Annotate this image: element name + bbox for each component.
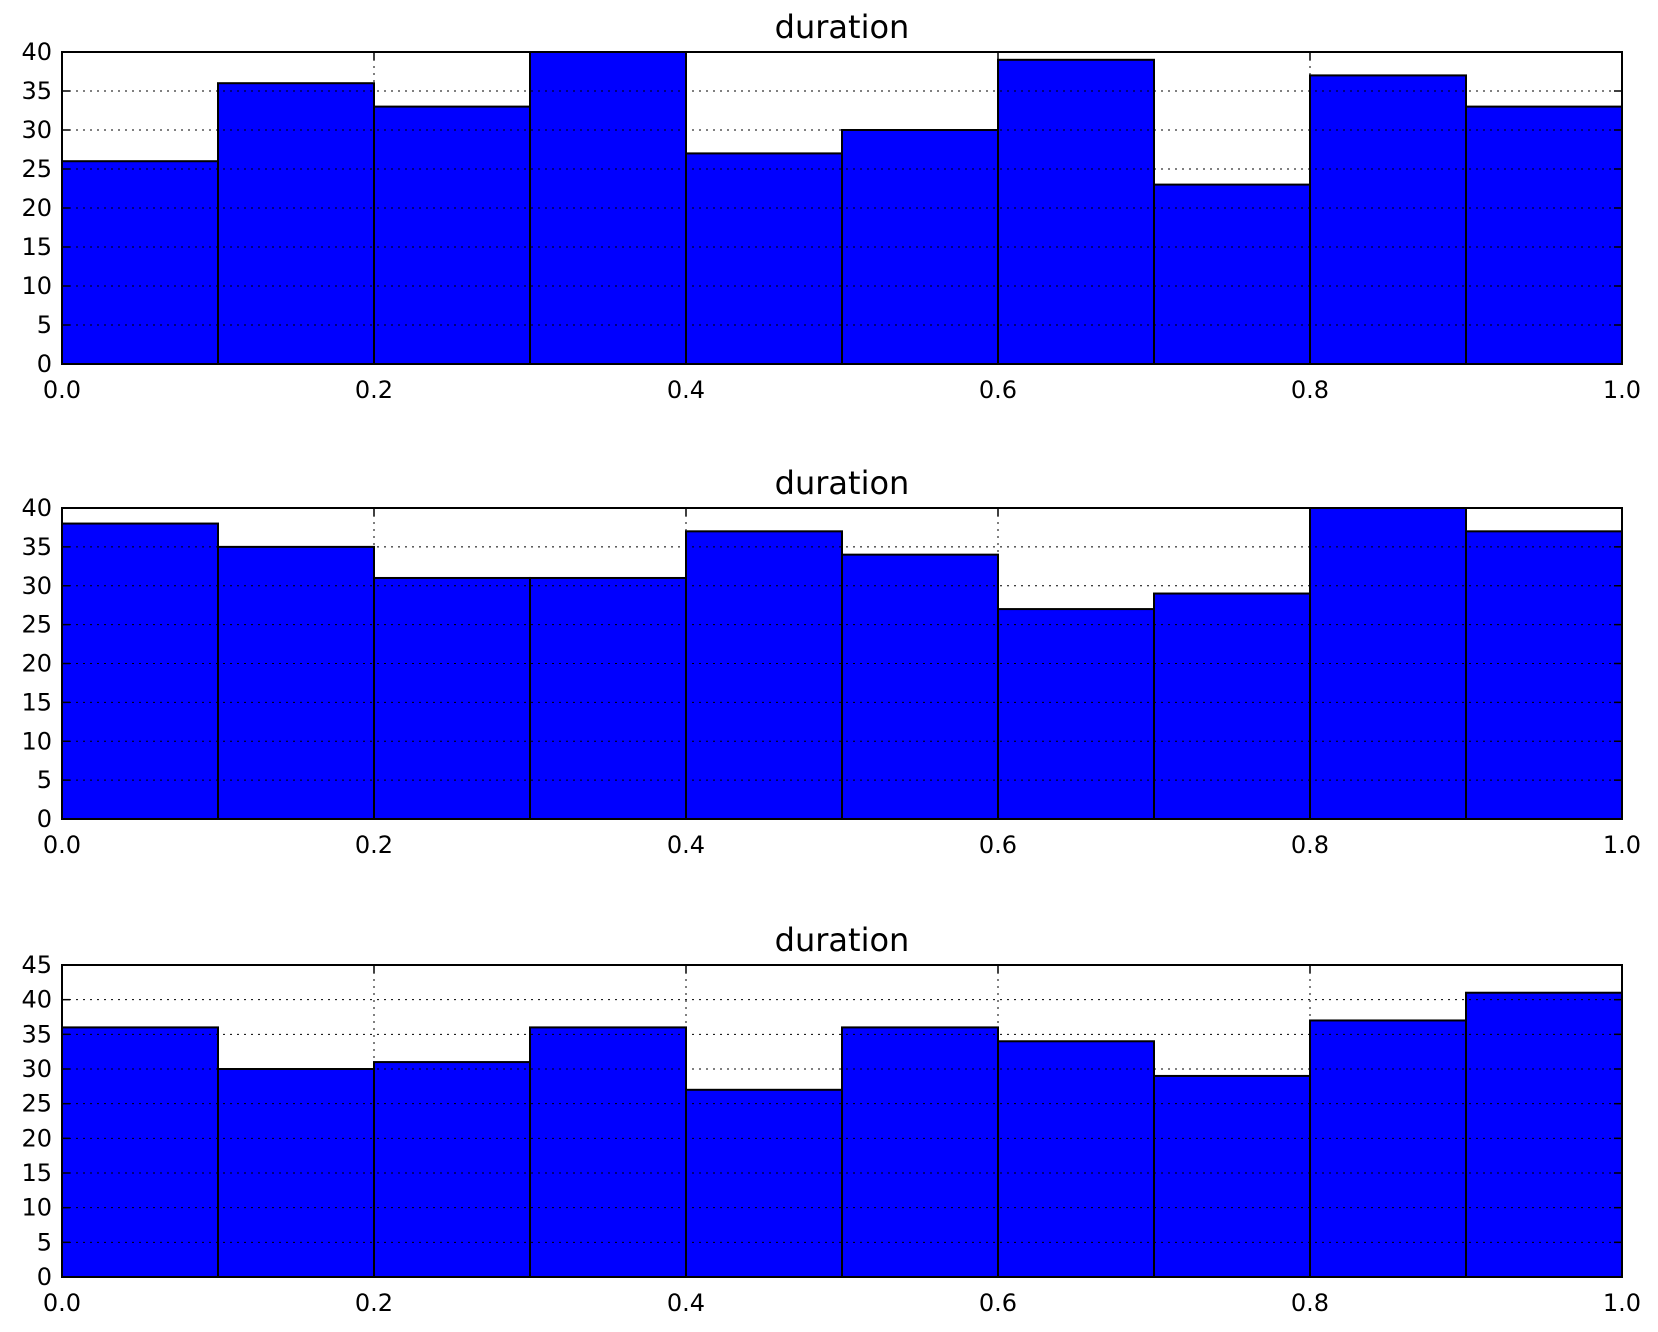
x-tick-label: 0.6 — [979, 831, 1017, 859]
y-tick-label: 15 — [21, 1159, 52, 1187]
y-tick-label: 5 — [37, 766, 52, 794]
y-tick-label: 0 — [37, 805, 52, 833]
histogram-bar — [61, 1026, 219, 1279]
y-tick-label: 20 — [21, 194, 52, 222]
chart-title: duration — [775, 921, 910, 959]
histogram-bar — [1309, 74, 1467, 366]
y-tick-label: 0 — [37, 350, 52, 378]
histogram-bar — [685, 530, 843, 820]
histogram-panel-2: 0 5 10 15 20 25 30 35 40 0.0 0.2 0.4 0.6 0.8 1.0 durati… — [21, 464, 1641, 859]
x-tick-label: 1.0 — [1603, 831, 1641, 859]
y-tick-label: 40 — [21, 494, 52, 522]
x-tick-label: 0.2 — [355, 831, 393, 859]
x-tick-label: 0.0 — [43, 376, 81, 404]
x-tick-label: 1.0 — [1603, 376, 1641, 404]
y-tick-label: 10 — [21, 272, 52, 300]
histogram-bar — [529, 576, 687, 820]
chart-title: duration — [775, 8, 910, 46]
y-tick-label: 35 — [21, 77, 52, 105]
y-tick-label: 30 — [21, 116, 52, 144]
x-tick-label: 0.8 — [1291, 1289, 1329, 1317]
y-tick-label: 45 — [21, 951, 52, 979]
histogram-panel-1: 0 5 10 15 20 25 30 35 40 0.0 0.2 0.4 0.6 0.8 1.0 durati… — [21, 8, 1641, 404]
y-tick-label: 40 — [21, 38, 52, 66]
y-tick-label: 30 — [21, 1055, 52, 1083]
histogram-bar — [373, 576, 531, 820]
x-tick-label: 0.2 — [355, 1289, 393, 1317]
y-tick-label: 0 — [37, 1263, 52, 1291]
histogram-bar — [1153, 592, 1311, 821]
histogram-bar — [217, 545, 375, 820]
histogram-bar — [1465, 530, 1623, 820]
y-tick-label: 5 — [37, 311, 52, 339]
y-tick-label: 15 — [21, 233, 52, 261]
x-tick-label: 0.8 — [1291, 831, 1329, 859]
histogram-bar — [1153, 1074, 1311, 1279]
x-tick-label: 0.8 — [1291, 376, 1329, 404]
x-tick-label: 0.4 — [667, 831, 705, 859]
y-tick-label: 40 — [21, 986, 52, 1014]
histogram-bar — [841, 129, 999, 365]
y-tick-label: 35 — [21, 533, 52, 561]
x-tick-label: 0.6 — [979, 376, 1017, 404]
histogram-bar — [61, 160, 219, 365]
chart-title: duration — [775, 464, 910, 502]
histogram-panel-3: 0 5 10 15 20 25 30 35 40 45 0.0 0.2 0.4 0.6 0.8 1.0 dura… — [21, 921, 1641, 1317]
histogram-bar — [1309, 1019, 1467, 1278]
histogram-bar — [841, 553, 999, 821]
histogram-bar — [373, 105, 531, 365]
x-tick-label: 0.0 — [43, 1289, 81, 1317]
y-tick-label: 30 — [21, 572, 52, 600]
histogram-bar — [61, 522, 219, 820]
y-tick-label: 20 — [21, 650, 52, 678]
y-tick-label: 25 — [21, 155, 52, 183]
histogram-bar — [529, 1026, 687, 1279]
x-tick-label: 0.0 — [43, 831, 81, 859]
x-tick-label: 0.4 — [667, 376, 705, 404]
histogram-bar — [1465, 991, 1623, 1278]
histogram-bar — [997, 58, 1155, 366]
histogram-bar — [997, 608, 1155, 821]
axes-frame — [61, 964, 1623, 1278]
y-tick-label: 10 — [21, 727, 52, 755]
x-tick-label: 0.6 — [979, 1289, 1017, 1317]
y-tick-label: 25 — [21, 1090, 52, 1118]
x-tick-label: 0.2 — [355, 376, 393, 404]
histogram-bar — [685, 1088, 843, 1279]
y-tick-label: 15 — [21, 688, 52, 716]
histogram-bar — [217, 82, 375, 365]
x-tick-label: 0.4 — [667, 1289, 705, 1317]
y-tick-label: 20 — [21, 1124, 52, 1152]
histogram-bar — [373, 1061, 531, 1278]
y-tick-label: 5 — [37, 1228, 52, 1256]
histogram-bar — [1153, 183, 1311, 365]
y-tick-label: 10 — [21, 1194, 52, 1222]
y-tick-label: 25 — [21, 611, 52, 639]
y-tick-label: 35 — [21, 1020, 52, 1048]
histogram-bar — [1465, 105, 1623, 365]
histogram-bar — [685, 152, 843, 365]
histogram-bar — [997, 1040, 1155, 1279]
x-tick-label: 1.0 — [1603, 1289, 1641, 1317]
histogram-bar — [841, 1026, 999, 1279]
